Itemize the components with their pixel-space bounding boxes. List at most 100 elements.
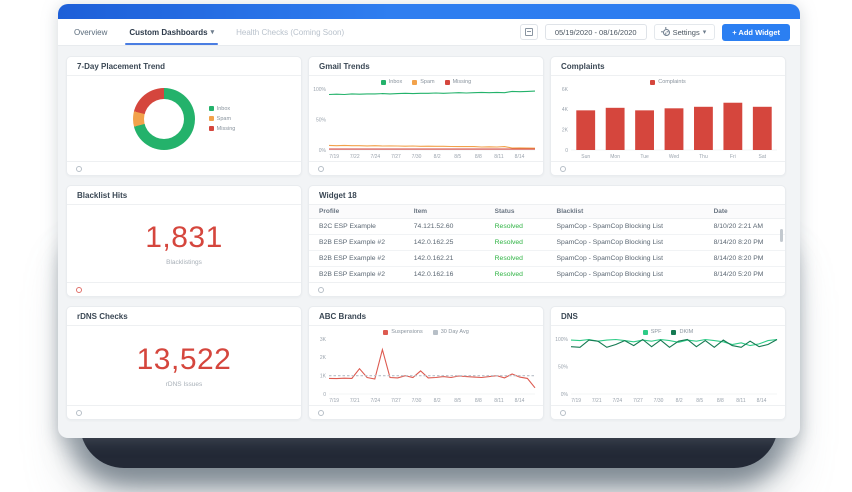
table-cell-blacklist: SpamCop - SpamCop Blocking List: [556, 271, 664, 278]
svg-text:7/27: 7/27: [391, 398, 401, 404]
table-cell-blacklist: SpamCop - SpamCop Blocking List: [556, 218, 714, 235]
widget-footer: [309, 405, 543, 419]
legend-swatch: [642, 329, 648, 335]
add-widget-button[interactable]: + Add Widget: [722, 23, 790, 41]
widget-header: Complaints: [551, 57, 785, 76]
table-cell-status: Resolved: [494, 250, 557, 267]
svg-text:2K: 2K: [320, 355, 327, 361]
widget-settings-gear-icon[interactable]: [76, 409, 82, 416]
svg-text:Mon: Mon: [610, 154, 620, 160]
dns-legend: SPF DKIM: [551, 326, 785, 335]
dashboard-window: Overview Custom Dashboards ▾ Health Chec…: [58, 4, 800, 438]
table-cell-item: 142.0.162.16: [413, 271, 454, 278]
settings-button[interactable]: Settings ▾: [653, 24, 716, 40]
tab-overview[interactable]: Overview: [74, 19, 107, 45]
svg-text:7/22: 7/22: [350, 154, 360, 160]
widget-footer: [67, 282, 301, 296]
svg-text:7/19: 7/19: [329, 398, 339, 404]
legend-item: Suspensions: [383, 329, 423, 335]
legend-label: Missing: [452, 79, 472, 85]
legend-label: 30 Day Avg: [440, 329, 469, 335]
table-header: Profile Item Status Blacklist Date: [309, 205, 785, 219]
legend-swatch: [650, 79, 656, 85]
table-cell-status: Resolved: [494, 218, 557, 235]
date-range-value: 05/19/2020 - 08/16/2020: [554, 27, 637, 37]
svg-text:8/5: 8/5: [454, 398, 461, 404]
widget-header: rDNS Checks: [67, 307, 301, 326]
widget-settings-gear-icon[interactable]: [76, 165, 82, 172]
svg-text:2K: 2K: [562, 127, 569, 133]
table-cell-profile: B2B ESP Example #2: [309, 234, 414, 251]
legend-item: Complaints: [650, 79, 686, 85]
widget-placement-trend: 7-Day Placement Trend Inbox Spam Missing: [66, 56, 302, 176]
widget-title: ABC Brands: [319, 312, 367, 321]
svg-text:Sat: Sat: [759, 154, 767, 160]
widget-settings-gear-icon[interactable]: [560, 165, 566, 172]
blacklist-hits-subtitle: Blacklistings: [166, 259, 202, 266]
dns-chart: 0% 50% 100% 7/19 7/21 7/24 7/27 7/30 8/2 8/5 8/8 8/…: [551, 335, 785, 405]
svg-text:8/8: 8/8: [475, 154, 482, 160]
legend-swatch: [383, 329, 389, 335]
table-row[interactable]: B2B ESP Example #2 142.0.162.25 Resolved Sp…: [309, 234, 785, 251]
date-range-input[interactable]: 05/19/2020 - 08/16/2020: [544, 24, 647, 40]
widget-blacklist-hits: Blacklist Hits 1,831 Blacklistings: [66, 185, 302, 297]
svg-text:1K: 1K: [320, 373, 327, 379]
widget-header: 7-Day Placement Trend: [67, 57, 301, 76]
settings-label: Settings: [672, 27, 700, 37]
widget-settings-gear-icon[interactable]: [318, 286, 324, 293]
svg-text:8/2: 8/2: [434, 398, 441, 404]
svg-text:8/8: 8/8: [475, 398, 482, 404]
table-cell-date: 8/10/20 2:21 AM: [713, 218, 785, 235]
calendar-button[interactable]: [519, 24, 538, 40]
svg-text:7/24: 7/24: [370, 154, 380, 160]
table-scrollbar[interactable]: [780, 229, 783, 242]
svg-text:4K: 4K: [562, 107, 569, 113]
table-row[interactable]: B2C ESP Example 74.121.52.60 Resolved SpamC…: [309, 218, 785, 235]
legend-swatch: [208, 106, 214, 111]
widget-abc-brands: ABC Brands Suspensions 30 Day Avg 0 1K 2K 3K…: [308, 306, 544, 420]
blacklist-table: Profile Item Status Blacklist Date B2C ESP E…: [309, 205, 785, 282]
table-cell-date: 8/14/20 8:20 PM: [713, 234, 785, 251]
svg-text:0: 0: [323, 392, 326, 398]
placement-donut-chart: [132, 87, 195, 150]
gear-icon: [662, 28, 670, 36]
widget-settings-gear-icon[interactable]: [318, 165, 324, 172]
table-row[interactable]: B2B ESP Example #2 142.0.162.16 Resolved Sp…: [309, 267, 785, 283]
widget-alert-gear-icon[interactable]: [76, 286, 82, 293]
widget-complaints: Complaints Complaints 0 2K 4K 6K Sun Mon Tue We…: [550, 56, 786, 176]
tab-health-checks[interactable]: Health Checks (Coming Soon): [236, 19, 344, 45]
svg-text:8/8: 8/8: [717, 398, 724, 404]
legend-label: DKIM: [679, 329, 694, 335]
widget-rdns-checks: rDNS Checks 13,522 rDNS Issues: [66, 306, 302, 420]
svg-text:Thu: Thu: [699, 154, 708, 160]
legend-item: Missing: [444, 79, 472, 85]
widget-settings-gear-icon[interactable]: [560, 409, 566, 416]
widget-gmail-trends: Gmail Trends Inbox Spam Missing 0% 50% 100% 7…: [308, 56, 544, 176]
widget-title: Gmail Trends: [319, 62, 370, 71]
legend-item: DKIM: [671, 329, 693, 335]
legend-label: Complaints: [658, 79, 686, 85]
legend-item: Inbox: [208, 106, 236, 112]
svg-text:50%: 50%: [558, 364, 569, 370]
complaints-bar-chart: 0 2K 4K 6K Sun Mon Tue Wed Thu Fri Sat: [551, 85, 785, 161]
widget-settings-gear-icon[interactable]: [318, 409, 324, 416]
chevron-down-icon: ▾: [702, 29, 707, 36]
svg-text:Tue: Tue: [640, 154, 649, 160]
tab-custom-dashboards[interactable]: Custom Dashboards ▾: [125, 19, 218, 45]
svg-text:8/5: 8/5: [696, 398, 703, 404]
svg-text:7/30: 7/30: [412, 398, 422, 404]
widget-title: Blacklist Hits: [77, 191, 128, 200]
widget-footer: [67, 405, 301, 419]
widget-18-table: Widget 18 Profile Item Status Blacklist Date…: [308, 185, 786, 297]
table-cell-status: Resolved: [494, 271, 523, 278]
svg-text:8/14: 8/14: [757, 398, 767, 404]
legend-label: SPF: [650, 329, 662, 335]
legend-swatch: [380, 79, 386, 85]
widget-footer: [67, 161, 301, 175]
table-row[interactable]: B2B ESP Example #2 142.0.162.21 Resolved Sp…: [309, 250, 785, 267]
svg-text:8/2: 8/2: [434, 154, 441, 160]
table-cell-blacklist: SpamCop - SpamCop Blocking List: [556, 234, 714, 251]
widget-footer: [551, 161, 785, 175]
widgets-grid: 7-Day Placement Trend Inbox Spam Missing: [58, 46, 800, 420]
widget-header: Blacklist Hits: [67, 186, 301, 205]
